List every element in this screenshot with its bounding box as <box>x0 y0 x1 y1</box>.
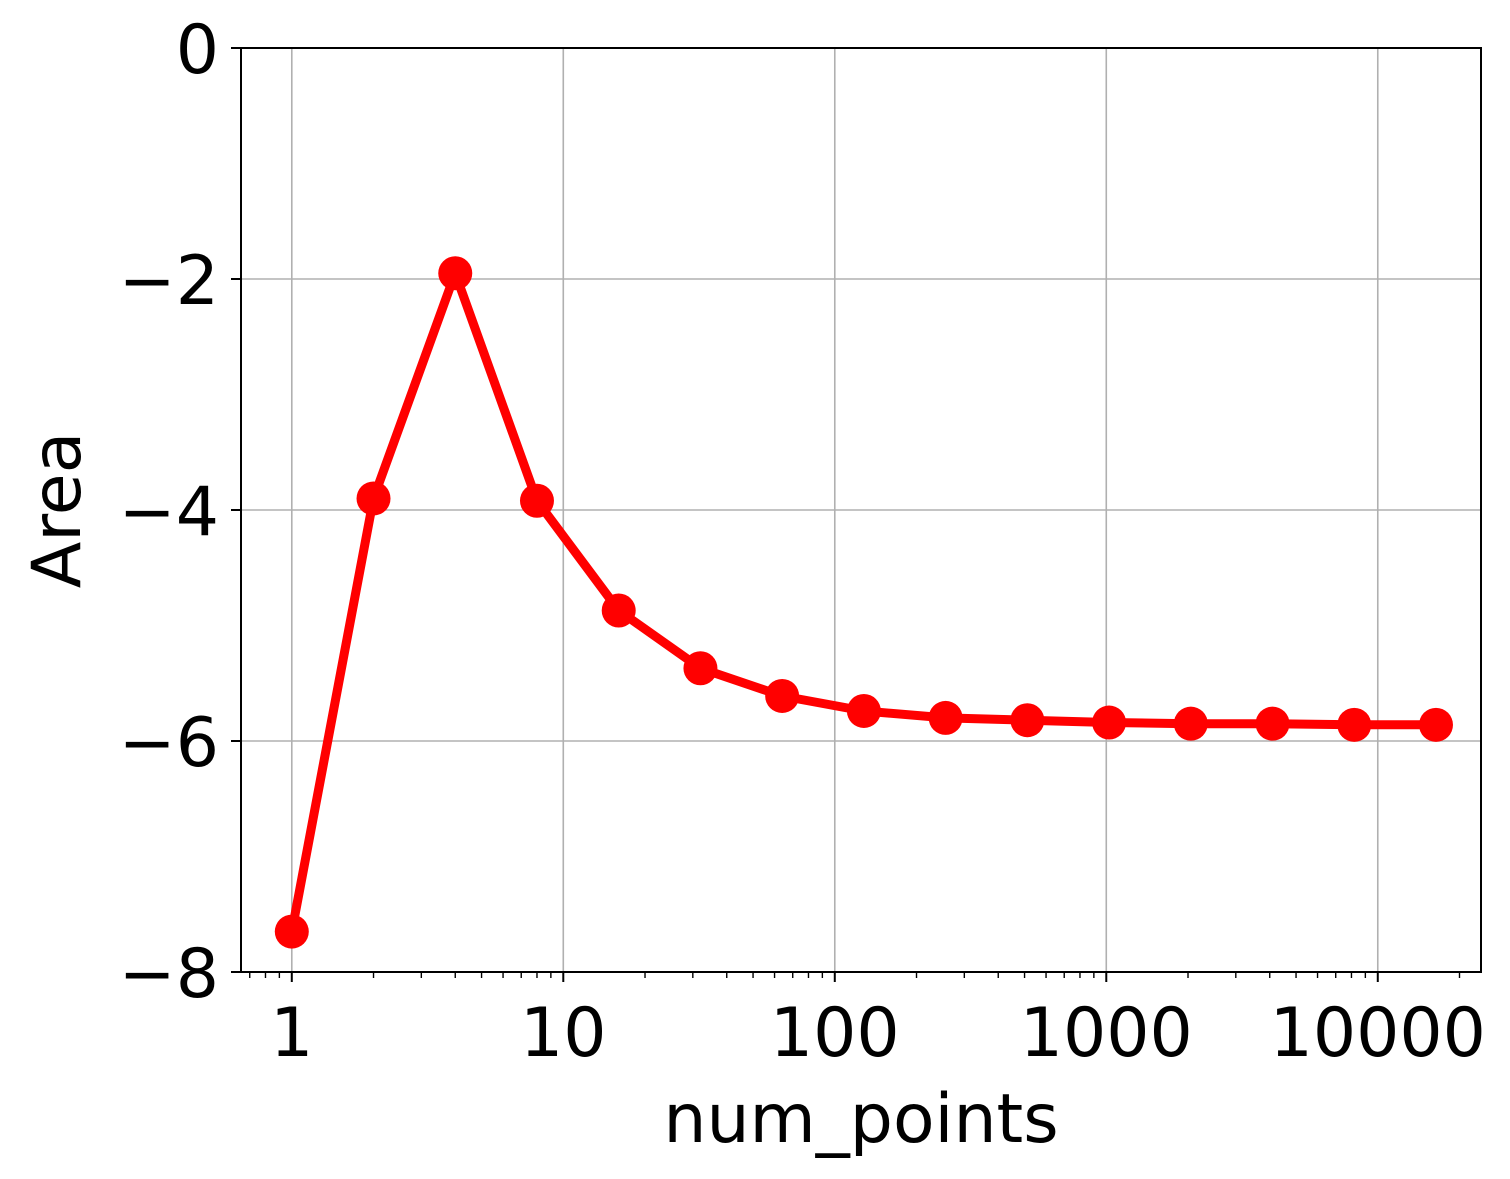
y-tick-label: 0 <box>176 11 219 90</box>
y-tick-label: −6 <box>119 704 219 783</box>
data-point <box>601 593 636 628</box>
plot-frame <box>240 47 1482 973</box>
x-tick-label: 10 <box>520 994 607 1073</box>
series-line <box>287 268 1441 937</box>
data-point <box>1337 707 1372 742</box>
axis-ticks <box>231 47 1379 982</box>
data-point <box>928 700 963 735</box>
data-point <box>1010 703 1045 738</box>
y-tick-label: −4 <box>119 473 219 552</box>
x-tick-label: 10000 <box>1270 994 1486 1073</box>
data-point <box>765 678 800 713</box>
y-tick-label: −2 <box>119 242 219 321</box>
data-point <box>683 651 718 686</box>
grid-lines <box>241 48 1481 972</box>
data-point <box>1418 707 1453 742</box>
data-point <box>356 481 391 516</box>
data-point <box>1092 705 1127 740</box>
tick-labels: 1 10 100 1000 10000 0 −2 −4 −6 −8 <box>119 11 1486 1073</box>
series-area <box>274 256 1453 949</box>
x-tick-label: 1000 <box>1020 994 1193 1073</box>
data-point <box>1173 706 1208 741</box>
x-tick-label: 100 <box>770 994 900 1073</box>
data-point <box>1255 706 1290 741</box>
x-axis-title: num_points <box>663 1080 1058 1159</box>
y-tick-label: −8 <box>119 935 219 1014</box>
data-point <box>846 693 881 728</box>
x-tick-label: 1 <box>270 994 313 1073</box>
data-point <box>519 483 554 518</box>
data-point <box>274 914 309 949</box>
y-axis-title: Area <box>18 432 97 589</box>
data-point <box>438 256 473 291</box>
